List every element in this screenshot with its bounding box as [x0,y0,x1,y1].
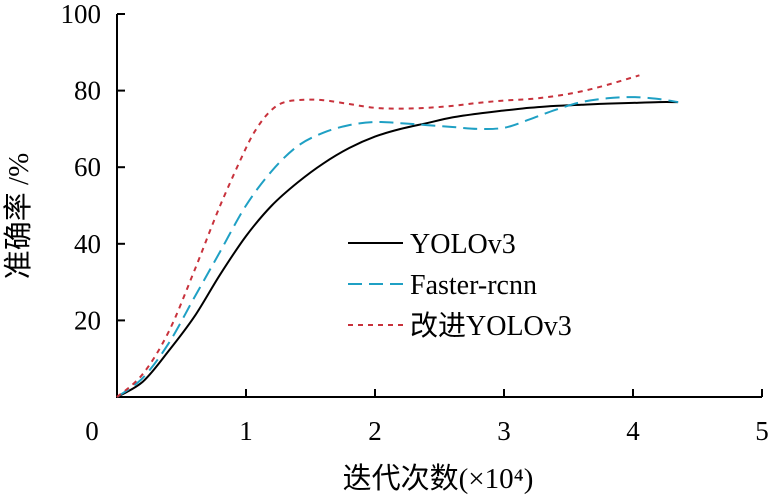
series-line-improved-yolov3 [116,74,640,398]
legend-label: 改进YOLOv3 [410,310,572,342]
plot-area: 0 1 2 3 4 5 20 40 60 80 100 [61,0,769,446]
series-lines [116,74,679,398]
x-tick-label: 1 [239,416,253,446]
tick-labels: 0 1 2 3 4 5 20 40 60 80 100 [61,0,769,446]
x-tick-label: 4 [626,416,640,446]
x-tick-label: 0 [85,416,99,446]
series-line-yolov3 [116,101,679,398]
series-line-faster-rcnn [116,96,679,398]
x-tick-label: 5 [755,416,769,446]
legend-label: YOLOv3 [410,229,516,260]
y-tick-label: 40 [74,229,101,259]
y-tick-label: 80 [74,76,101,106]
legend: YOLOv3 Faster-rcnn 改进YOLOv3 [348,229,572,342]
y-axis-title: 准确率 /% [2,153,35,279]
x-axis-title: 迭代次数(×10⁴) [343,462,534,495]
legend-item-improved-yolov3: 改进YOLOv3 [348,310,572,342]
x-tick-label: 2 [368,416,382,446]
y-tick-label: 20 [74,305,101,335]
legend-label: Faster-rcnn [410,270,537,301]
y-tick-label: 100 [61,0,102,29]
tick-marks [117,13,763,397]
y-tick-label: 60 [74,152,101,182]
x-tick-label: 3 [497,416,511,446]
legend-item-faster-rcnn: Faster-rcnn [348,270,537,301]
legend-item-yolov3: YOLOv3 [348,229,516,260]
